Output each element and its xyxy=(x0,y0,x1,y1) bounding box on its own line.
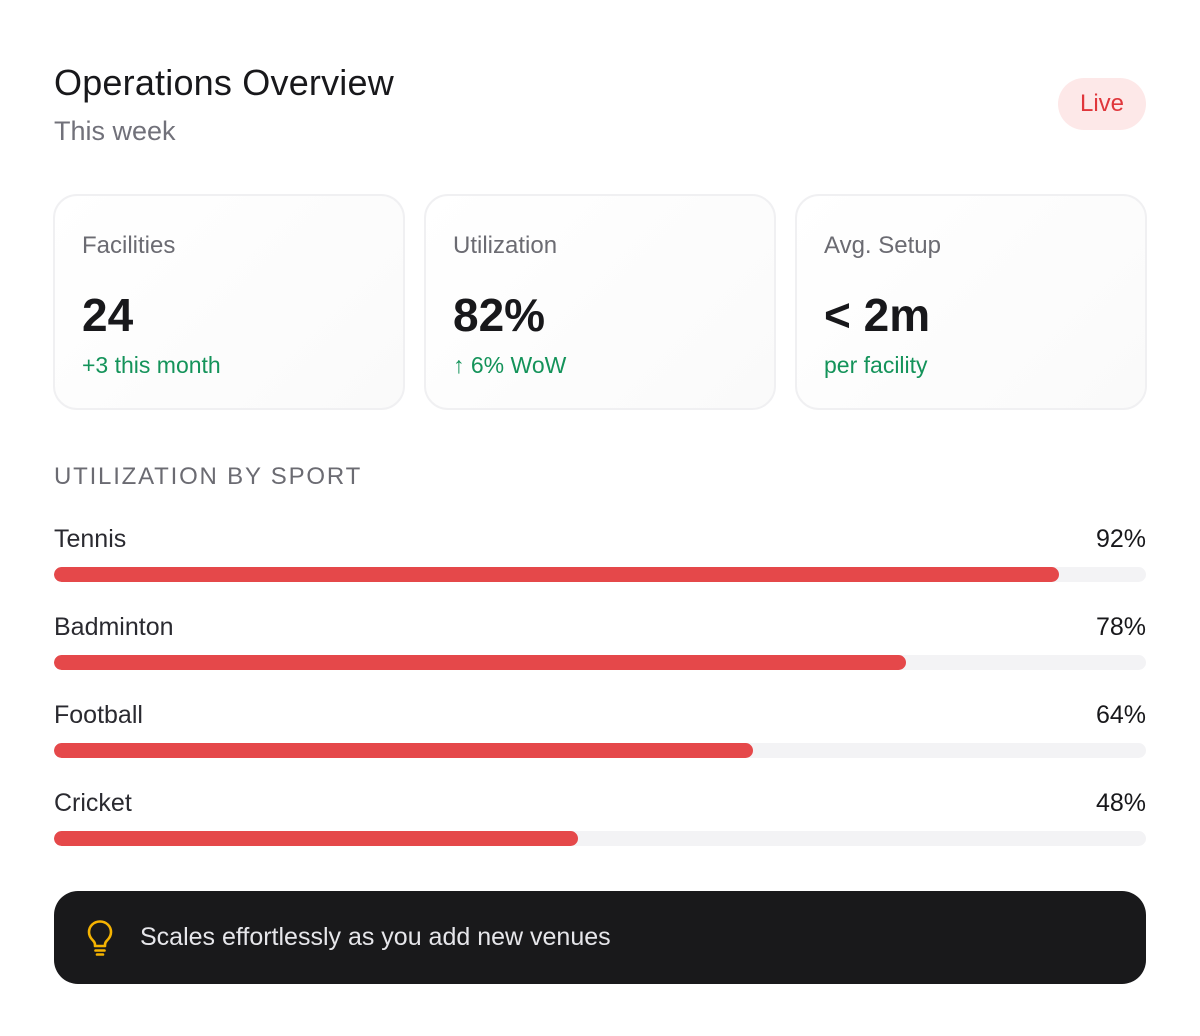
bar-row-tennis: Tennis 92% xyxy=(54,522,1146,610)
page-title: Operations Overview xyxy=(54,62,394,103)
bar-track xyxy=(54,655,1146,670)
stat-label: Utilization xyxy=(453,232,558,259)
tip-text: Scales effortlessly as you add new venue… xyxy=(140,923,611,951)
live-status-badge: Live xyxy=(1057,78,1146,130)
header: Operations Overview This week Live xyxy=(54,0,1146,190)
bar-label: Cricket xyxy=(54,789,132,817)
bar-value-label: 64% xyxy=(1095,701,1146,729)
bar-value-label: 48% xyxy=(1095,789,1146,817)
lightbulb-icon xyxy=(84,918,116,958)
bar-value-label: 92% xyxy=(1095,525,1146,553)
utilization-bar-chart: Tennis 92% Badminton 78% Football 64% Cr… xyxy=(54,522,1146,874)
stat-card-facilities: Facilities 24 +3 this month xyxy=(53,194,405,410)
bar-track xyxy=(54,567,1146,582)
stat-cards: Facilities 24 +3 this month Utilization … xyxy=(53,194,1147,410)
stat-label: Avg. Setup xyxy=(824,232,941,259)
stat-card-avg-setup: Avg. Setup < 2m per facility xyxy=(795,194,1147,410)
stat-label: Facilities xyxy=(82,232,176,259)
bar-fill xyxy=(54,743,753,758)
bar-label: Tennis xyxy=(54,525,127,553)
bar-fill xyxy=(54,567,1059,582)
stat-note: +3 this month xyxy=(82,352,221,378)
bar-fill xyxy=(54,831,579,846)
bar-label: Badminton xyxy=(54,613,174,641)
bar-row-cricket: Cricket 48% xyxy=(54,786,1146,874)
bar-track xyxy=(54,743,1146,758)
bar-label: Football xyxy=(54,701,143,729)
stat-value: 24 xyxy=(82,289,134,341)
section-title: UTILIZATION BY SPORT xyxy=(54,463,363,490)
stat-note: ↑ 6% WoW xyxy=(453,352,567,378)
bar-row-football: Football 64% xyxy=(54,698,1146,786)
tip-banner: Scales effortlessly as you add new venue… xyxy=(54,891,1146,984)
page-subtitle: This week xyxy=(54,116,176,146)
bar-track xyxy=(54,831,1146,846)
bar-row-badminton: Badminton 78% xyxy=(54,610,1146,698)
stat-note: per facility xyxy=(824,352,928,378)
stat-value: < 2m xyxy=(824,289,931,341)
stat-value: 82% xyxy=(453,289,546,341)
stat-card-utilization: Utilization 82% ↑ 6% WoW xyxy=(424,194,776,410)
bar-value-label: 78% xyxy=(1095,613,1146,641)
bar-fill xyxy=(54,655,906,670)
